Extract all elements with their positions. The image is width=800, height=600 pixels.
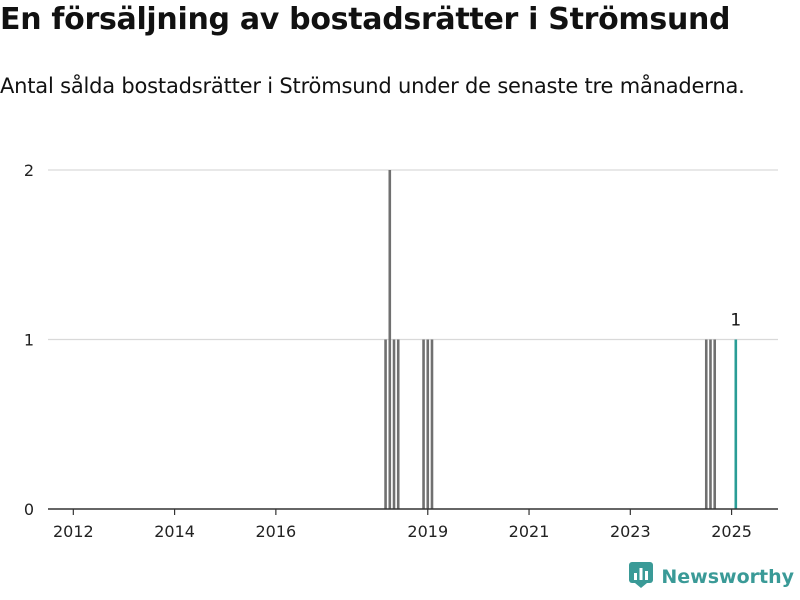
bar — [704, 339, 708, 509]
bars — [384, 170, 738, 509]
bar — [384, 339, 387, 509]
newsworthy-logo-icon — [629, 562, 654, 592]
bar-data-label: 1 — [730, 311, 741, 331]
y-tick-label: 2 — [24, 161, 34, 180]
tick-labels: 0 1 2 1 2012 2014 2016 2019 2021 2023 2025 — [24, 161, 752, 541]
bar-highlight — [734, 339, 738, 509]
axes — [48, 508, 778, 515]
gridlines — [48, 169, 778, 341]
y-tick-label: 1 — [24, 331, 34, 350]
bar — [422, 339, 425, 509]
y-tick-label: 0 — [24, 500, 34, 519]
x-tick-label: 2012 — [53, 522, 94, 541]
x-tick-label: 2023 — [610, 522, 651, 541]
chart-subtitle: Antal sålda bostadsrätter i Strömsund un… — [0, 74, 745, 98]
bar — [713, 339, 717, 509]
bar — [709, 339, 712, 509]
newsworthy-brand-name: Newsworthy — [661, 566, 794, 588]
x-tick-label: 2014 — [154, 522, 195, 541]
x-tick-label: 2025 — [711, 522, 752, 541]
x-tick-label: 2016 — [256, 522, 297, 541]
bar — [396, 339, 400, 509]
x-tick-label: 2021 — [509, 522, 550, 541]
chart-title: En försäljning av bostadsrätter i Ströms… — [0, 2, 731, 37]
bar — [430, 339, 434, 509]
x-tick-label: 2019 — [407, 522, 448, 541]
newsworthy-brand: Newsworthy — [629, 562, 794, 592]
bar — [392, 339, 396, 509]
bar — [426, 339, 430, 509]
bar — [388, 170, 392, 509]
